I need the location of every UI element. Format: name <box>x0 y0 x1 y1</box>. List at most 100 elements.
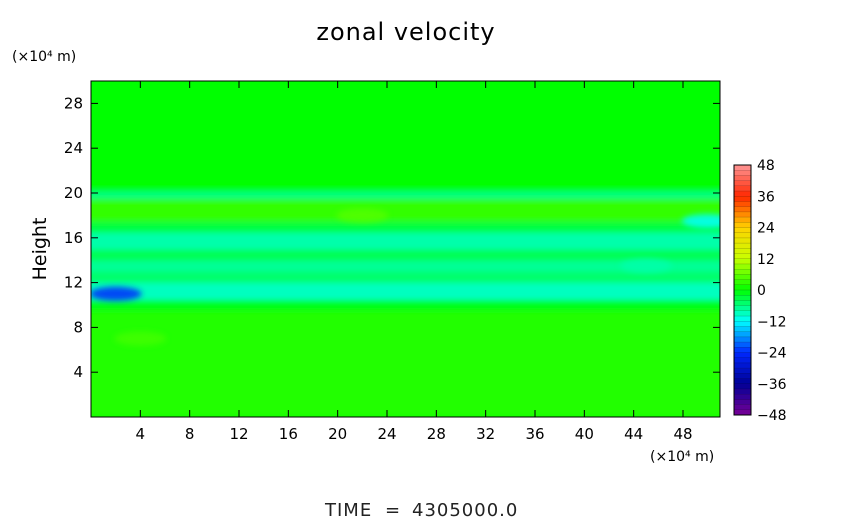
x-tick-label: 20 <box>328 425 347 443</box>
x-tick-label: 44 <box>624 425 643 443</box>
y-tick-label: 4 <box>73 363 83 381</box>
y-tick-label: 12 <box>64 274 83 292</box>
y-axis-label: Height <box>29 218 51 281</box>
colorbar-segment <box>734 217 751 223</box>
heatmap-anomaly <box>620 258 672 273</box>
colorbar-segment <box>734 404 751 411</box>
heatmap-bands <box>91 81 720 417</box>
heatmap-band <box>91 271 720 284</box>
colorbar-segment <box>734 295 751 301</box>
colorbar-segment <box>734 253 751 260</box>
x-axis-unit: (×10⁴ m) <box>650 449 714 465</box>
colorbar-segment <box>734 258 751 265</box>
colorbar-tick-label: 36 <box>757 189 775 205</box>
heatmap-anomaly <box>114 331 167 346</box>
heatmap-anomaly <box>681 214 720 228</box>
colorbar-segment <box>734 227 751 234</box>
x-tick-label: 36 <box>525 425 544 443</box>
colorbar-segment <box>734 274 751 280</box>
x-tick-label: 24 <box>377 425 396 443</box>
colorbar-tick-label: −36 <box>757 377 787 393</box>
time-value: 4305000.0 <box>412 500 518 519</box>
colorbar-segment <box>734 201 751 207</box>
chart-title: zonal velocity <box>316 18 495 46</box>
colorbar-segment <box>734 305 751 312</box>
y-axis-ticks: 4 8 12 16 20 24 28 <box>64 94 720 381</box>
colorbar-segment <box>734 248 751 254</box>
colorbar-tick-label: 48 <box>757 158 775 174</box>
colorbar-segment <box>734 310 751 317</box>
colorbar-segment <box>734 243 751 249</box>
x-tick-label: 4 <box>136 425 146 443</box>
y-tick-label: 24 <box>64 139 83 157</box>
colorbar-segment <box>734 316 751 322</box>
x-tick-label: 28 <box>427 425 446 443</box>
colorbar-segment <box>734 185 751 192</box>
heatmap-band <box>91 198 720 222</box>
y-axis-unit: (×10⁴ m) <box>12 49 76 65</box>
colorbar-segment <box>734 362 751 369</box>
x-axis-ticks: 4 8 12 16 20 24 28 32 36 40 44 48 <box>136 81 693 443</box>
heatmap-band <box>91 221 720 233</box>
colorbar: 48 36 24 12 0 −12 −24 −36 −48 <box>733 158 787 424</box>
y-tick-label: 16 <box>64 229 83 247</box>
heatmap-band <box>91 260 720 272</box>
y-tick-label: 8 <box>73 318 83 336</box>
colorbar-segment <box>734 409 751 416</box>
colorbar-tick-label: 12 <box>757 252 775 268</box>
colorbar-segment <box>734 331 751 338</box>
heatmap-band <box>91 310 720 417</box>
colorbar-segment <box>734 388 751 395</box>
colorbar-segment <box>734 279 751 286</box>
colorbar-segment <box>734 357 751 364</box>
colorbar-segment <box>734 399 751 405</box>
x-tick-label: 8 <box>185 425 195 443</box>
colorbar-segment <box>734 347 751 353</box>
heatmap-anomaly <box>91 286 142 301</box>
colorbar-segment <box>734 232 751 239</box>
colorbar-segment <box>734 206 751 213</box>
plot-frame <box>90 80 721 418</box>
colorbar-segment <box>734 269 751 275</box>
colorbar-segment <box>734 170 751 176</box>
colorbar-segment <box>734 378 751 385</box>
heatmap-area <box>91 81 720 417</box>
colorbar-segment <box>734 394 751 400</box>
colorbar-segment <box>734 211 751 218</box>
y-tick-label: 20 <box>64 184 83 202</box>
colorbar-segment <box>734 284 751 291</box>
heatmap-band <box>91 249 720 261</box>
heatmap-band <box>91 232 720 250</box>
colorbar-segment <box>734 368 751 374</box>
heatmap-band <box>91 190 720 200</box>
colorbar-segment <box>734 300 751 306</box>
y-tick-label: 28 <box>64 94 83 112</box>
colorbar-segment <box>734 336 751 343</box>
time-readout: TIME = 4305000.0 <box>324 500 518 519</box>
colorbar-segment <box>734 326 751 332</box>
colorbar-tick-label: −12 <box>757 314 787 330</box>
colorbar-segment <box>734 180 751 187</box>
colorbar-segment <box>734 191 751 197</box>
heatmap-band <box>91 81 720 192</box>
colorbar-segment <box>734 263 751 270</box>
colorbar-segment <box>734 175 751 181</box>
colorbar-segment <box>734 196 751 202</box>
x-tick-label: 48 <box>673 425 692 443</box>
colorbar-segment <box>734 352 751 359</box>
colorbar-segment <box>734 373 751 379</box>
heatmap-anomaly <box>336 208 389 223</box>
x-tick-label: 12 <box>229 425 248 443</box>
colorbar-segment <box>734 165 751 171</box>
colorbar-segment <box>734 237 751 244</box>
colorbar-segment <box>734 321 751 327</box>
x-tick-label: 16 <box>279 425 298 443</box>
colorbar-tick-label: −48 <box>757 408 787 424</box>
heatmap-band <box>91 282 720 300</box>
time-label: TIME <box>324 500 372 519</box>
x-tick-label: 32 <box>476 425 495 443</box>
x-tick-label: 40 <box>575 425 594 443</box>
colorbar-segment <box>734 290 751 296</box>
colorbar-segment <box>734 383 751 390</box>
